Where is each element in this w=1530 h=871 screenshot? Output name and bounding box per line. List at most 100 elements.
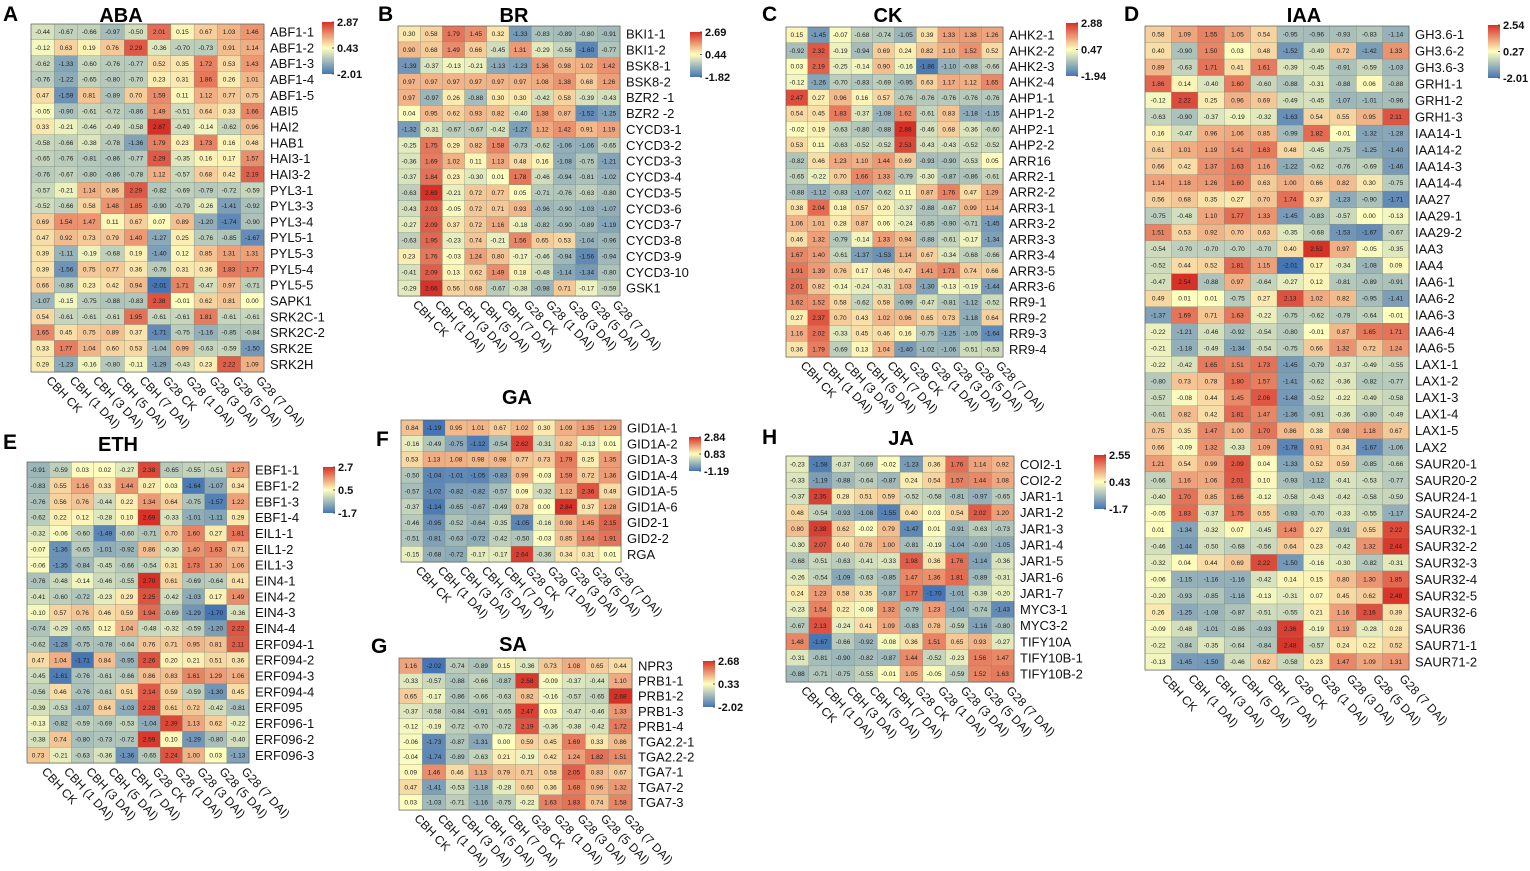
gene-label: CYCD3-1 xyxy=(626,122,682,137)
cell-value: -0.90 xyxy=(941,158,956,165)
cell-value: -0.54 xyxy=(493,441,508,448)
cell-value: 0.11 xyxy=(470,158,483,165)
cell-value: -1.36 xyxy=(53,546,68,553)
cell-value: -0.86 xyxy=(963,174,978,181)
cell-value: 0.97 xyxy=(469,79,482,86)
cell-value: -0.31 xyxy=(537,441,552,448)
cell-value: -0.91 xyxy=(1309,411,1324,418)
cell-value: 0.22 xyxy=(121,499,134,506)
cell-value: -0.67 xyxy=(471,504,486,511)
cell-value: 1.04 xyxy=(121,626,134,633)
cell-value: -0.20 xyxy=(995,590,1010,597)
cell-value: 0.85 xyxy=(1257,131,1270,138)
cell-value: 1.04 xyxy=(83,346,96,353)
gene-label: JAR1-3 xyxy=(1020,521,1063,536)
cell-value: -0.75 xyxy=(1336,147,1351,154)
cell-value: 2.47 xyxy=(791,95,804,102)
panel-title: JA xyxy=(888,428,914,450)
cell-value: 0.40 xyxy=(1152,48,1165,55)
cell-value: -0.81 xyxy=(904,542,919,549)
cell-value: 1.00 xyxy=(882,542,895,549)
cell-value: -0.80 xyxy=(855,126,870,133)
cell-value: 0.01 xyxy=(1205,296,1218,303)
cell-value: -0.81 xyxy=(230,705,245,712)
cell-value: -0.64 xyxy=(1362,312,1377,319)
legend-min-label: -1.7 xyxy=(1109,504,1128,516)
cell-value: -0.56 xyxy=(31,689,46,696)
cell-value: -0.17 xyxy=(579,285,594,292)
cell-value: -0.88 xyxy=(1336,81,1351,88)
cell-value: -0.54 xyxy=(1256,345,1271,352)
cell-value: -0.63 xyxy=(473,754,488,761)
cell-value: 1.64 xyxy=(582,536,595,543)
cell-value: -1.05 xyxy=(515,520,530,527)
cell-value: -0.22 xyxy=(520,800,535,807)
cell-value: -0.69 xyxy=(164,610,179,617)
cell-value: 0.62 xyxy=(199,298,212,305)
gene-label: RR9-2 xyxy=(1009,310,1047,325)
cell-value: -1.29 xyxy=(152,361,167,368)
cell-value: -0.74 xyxy=(876,32,891,39)
cell-value: -0.46 xyxy=(82,124,97,131)
cell-value: 1.61 xyxy=(1257,65,1270,72)
cell-value: -0.62 xyxy=(35,61,50,68)
cell-value: 0.98 xyxy=(558,63,571,70)
cell-value: -0.61 xyxy=(82,108,97,115)
cell-value: -0.33 xyxy=(164,515,179,522)
cell-value: -0.78 xyxy=(97,641,112,648)
cell-value: 1.41 xyxy=(921,268,934,275)
cell-value: -0.08 xyxy=(881,639,896,646)
cell-value: -1.78 xyxy=(1283,444,1298,451)
cell-value: -1.61 xyxy=(53,673,68,680)
cell-value: -0.59 xyxy=(1388,494,1403,501)
cell-value: -1.01 xyxy=(449,473,464,480)
cell-value: 2.36 xyxy=(582,488,595,495)
cell-value: 0.01 xyxy=(1152,527,1165,534)
cell-value: -0.77 xyxy=(128,156,143,163)
heatmap-panel-aba: A ABA-0.44 -0.67 -0.66 -0.97 -0.50 2.01 0.15 0.6… xyxy=(3,3,362,431)
cell-value: 0.66 xyxy=(1310,180,1323,187)
cell-value: 2.26 xyxy=(143,657,156,664)
gene-label: CYCD3-9 xyxy=(626,249,682,264)
cell-value: 0.49 xyxy=(604,488,617,495)
legend-max-label: 2.7 xyxy=(338,462,353,474)
cell-value: -0.83 xyxy=(1309,213,1324,220)
cell-value: -0.76 xyxy=(985,95,1000,102)
cell-value: -0.08 xyxy=(1177,395,1192,402)
cell-value: 1.01 xyxy=(472,425,485,432)
gene-label: GID1A-1 xyxy=(627,421,678,436)
cell-value: 0.76 xyxy=(76,499,89,506)
cell-value: 1.63 xyxy=(1231,164,1244,171)
cell-value: -0.22 xyxy=(1151,362,1166,369)
cell-value: 0.97 xyxy=(1231,279,1244,286)
cell-value: -1.71 xyxy=(152,330,167,337)
cell-value: -0.30 xyxy=(164,546,179,553)
gene-label: GID1A-3 xyxy=(627,452,678,467)
cell-value: -0.49 xyxy=(1362,362,1377,369)
cell-value: 0.58 xyxy=(425,31,438,38)
cell-value: -0.63 xyxy=(836,558,851,565)
gene-label: PRB1-4 xyxy=(638,719,684,734)
cell-value: -0.50 xyxy=(128,29,143,36)
cell-value: -0.59 xyxy=(950,623,965,630)
cell-value: 1.06 xyxy=(1231,131,1244,138)
cell-value: 1.27 xyxy=(232,467,245,474)
cell-value: -0.70 xyxy=(175,45,190,52)
cell-value: 0.16 xyxy=(1152,131,1165,138)
gene-label: LAX1-1 xyxy=(1415,357,1458,372)
cell-value: 0.25 xyxy=(582,457,595,464)
cell-value: 1.06 xyxy=(1205,477,1218,484)
cell-value: -0.75 xyxy=(1151,213,1166,220)
cell-value: 0.42 xyxy=(544,754,557,761)
cell-value: 0.03 xyxy=(1231,48,1244,55)
cell-value: -0.66 xyxy=(836,639,851,646)
cell-value: 0.72 xyxy=(1337,48,1350,55)
cell-value: -0.64 xyxy=(858,477,873,484)
cell-value: -0.84 xyxy=(450,708,465,715)
cell-value: -0.61 xyxy=(941,236,956,243)
gene-label: GH3.6-1 xyxy=(1415,27,1464,42)
cell-value: 0.44 xyxy=(1178,263,1191,270)
cell-value: 0.45 xyxy=(1337,593,1350,600)
cell-value: -0.12 xyxy=(1151,98,1166,105)
cell-value: -0.87 xyxy=(450,739,465,746)
